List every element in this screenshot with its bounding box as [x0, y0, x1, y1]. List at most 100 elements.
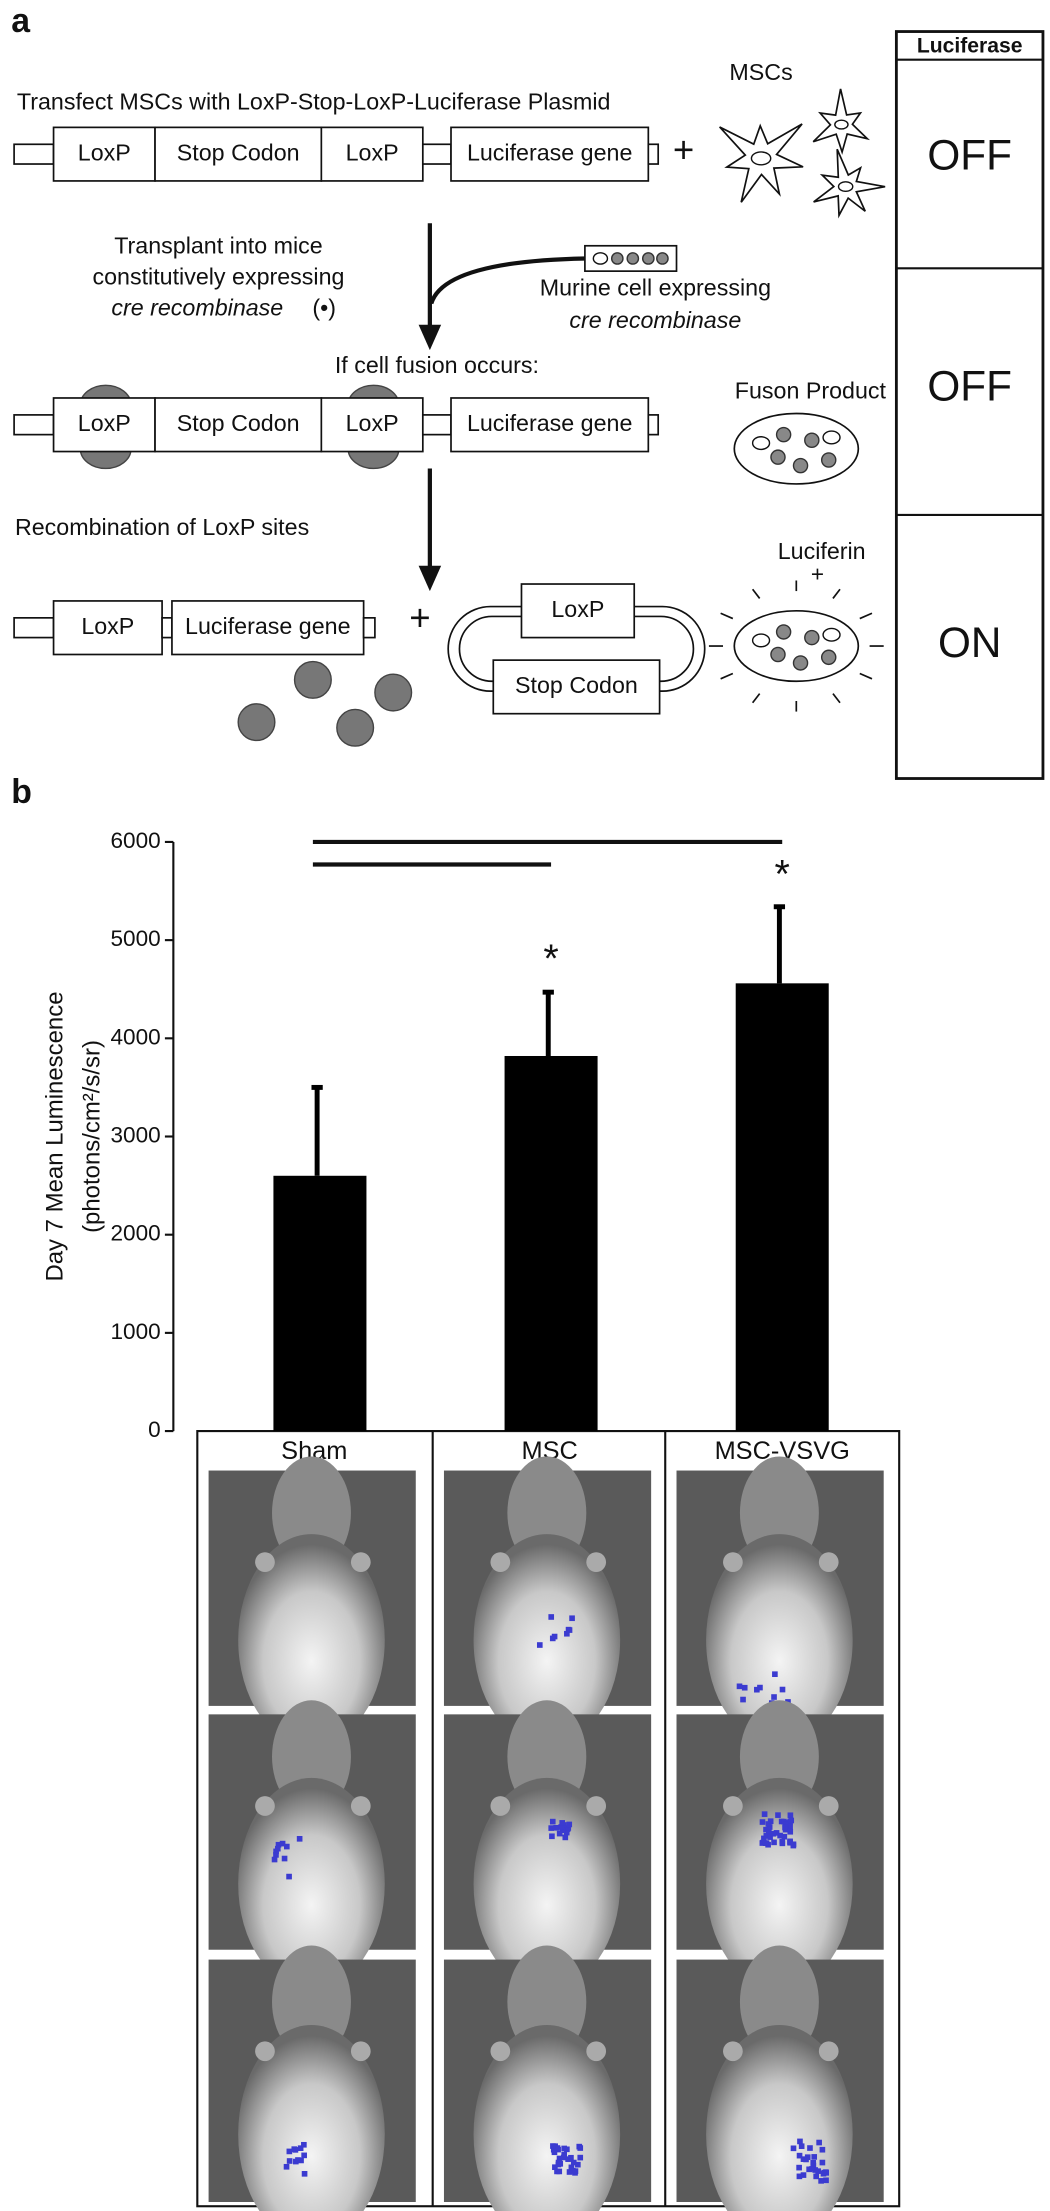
signal-pixel	[558, 1824, 565, 1830]
signal-pixel	[570, 2159, 577, 2166]
signal-pixel	[788, 1817, 795, 1824]
signal-pixel	[796, 2164, 802, 2171]
signal-pixel	[818, 2178, 824, 2184]
gene-box	[154, 126, 323, 182]
signal-pixel	[804, 2154, 811, 2161]
y-tick-label: 2000	[110, 1221, 160, 1246]
gene-box	[450, 126, 650, 182]
light-ray	[751, 693, 761, 704]
signal-pixel	[564, 1630, 570, 1637]
signal-pixel	[775, 1812, 781, 1818]
cre-dot	[820, 649, 837, 666]
step-text: Murine cell expressing	[540, 275, 771, 301]
mouse-paw	[586, 1552, 607, 1573]
signal-pixel	[796, 2152, 803, 2159]
gene-label: LoxP	[551, 596, 604, 622]
y-tick-label: 5000	[110, 926, 160, 951]
signal-pixel	[559, 1820, 566, 1826]
y-axis-title: (photons/cm²/s/sr)	[78, 1040, 105, 1233]
vector-end	[647, 143, 660, 165]
signal-pixel	[283, 2163, 290, 2170]
signal-pixel	[787, 1823, 793, 1830]
y-tick-label: 4000	[110, 1024, 160, 1049]
cell-label: Luciferin	[778, 538, 866, 564]
gene-label: LoxP	[346, 410, 399, 436]
cre-protein	[293, 660, 332, 699]
y-tick-label: 0	[148, 1417, 161, 1442]
signal-pixel	[815, 2168, 821, 2174]
signal-pixel	[777, 1832, 783, 1839]
gene-label: LoxP	[81, 613, 134, 639]
cre-dot	[792, 457, 809, 474]
signal-pixel	[561, 2151, 567, 2158]
signal-pixel	[295, 2157, 301, 2163]
signal-pixel	[556, 2168, 563, 2175]
mouse-body	[238, 2025, 385, 2211]
signal-pixel	[286, 1873, 292, 1880]
significance-mark: *	[775, 853, 790, 897]
table-cell: OFF	[927, 363, 1012, 410]
gene-label: Luciferase gene	[467, 410, 632, 436]
cre-dot	[820, 452, 837, 468]
signal-pixel	[800, 2172, 807, 2178]
mouse-paw	[586, 2041, 607, 2062]
signal-pixel	[741, 1684, 748, 1691]
light-ray	[832, 588, 841, 599]
mouse-paw	[818, 1796, 839, 1816]
signal-pixel	[798, 2143, 805, 2150]
signal-pixel	[556, 2155, 563, 2162]
signal-pixel	[767, 1834, 773, 1840]
signal-pixel	[790, 1842, 797, 1849]
signal-pixel	[766, 1824, 773, 1830]
light-ray	[859, 612, 873, 620]
signal-pixel	[549, 1818, 556, 1825]
significance-mark: *	[543, 937, 558, 981]
mouse-body	[706, 1777, 853, 1990]
signal-pixel	[301, 2171, 308, 2177]
signal-pixel	[550, 2143, 556, 2149]
mouse-paw	[818, 2041, 839, 2062]
plus: +	[409, 597, 430, 638]
cre-protein	[336, 708, 375, 747]
mouse-body	[473, 1777, 621, 1990]
signal-pixel	[565, 2156, 571, 2162]
gene-box	[52, 600, 163, 656]
signal-pixel	[279, 1840, 286, 1847]
gene-box	[171, 600, 365, 656]
gene-label: LoxP	[346, 139, 399, 165]
signal-pixel	[797, 2138, 803, 2145]
nucleus	[751, 633, 771, 648]
cre-dot	[792, 655, 809, 671]
signal-pixel	[800, 2156, 807, 2162]
signal-pixel	[283, 1843, 290, 1850]
signal-pixel	[575, 2161, 581, 2168]
signal-pixel	[779, 1686, 786, 1693]
signal-pixel	[273, 1852, 279, 1858]
cre-dot	[626, 252, 640, 265]
signal-pixel	[548, 1614, 555, 1620]
signal-pixel	[757, 1684, 763, 1691]
vector-end	[362, 617, 376, 639]
nucleus	[751, 436, 771, 451]
signal-pixel	[296, 1835, 303, 1842]
mouse-body	[238, 1534, 385, 1746]
connector	[429, 256, 585, 305]
y-tick-label: 3000	[110, 1122, 160, 1147]
signal-pixel	[551, 2149, 558, 2156]
gene-box	[320, 397, 424, 453]
mouse-paw	[350, 2041, 371, 2062]
mouse-paw	[818, 1552, 839, 1573]
step-text: (•)	[312, 294, 336, 320]
signal-pixel	[557, 2160, 564, 2167]
step-text: cre recombinase	[111, 294, 283, 320]
signal-pixel	[559, 1827, 566, 1834]
signal-pixel	[281, 1855, 288, 1862]
signal-pixel	[565, 1825, 572, 1831]
signal-pixel	[771, 1694, 777, 1700]
signal-pixel	[781, 1833, 788, 1840]
signal-pixel	[297, 2145, 304, 2151]
signal-pixel	[787, 1812, 794, 1819]
cre-dot	[804, 432, 820, 449]
signal-pixel	[566, 2169, 573, 2175]
